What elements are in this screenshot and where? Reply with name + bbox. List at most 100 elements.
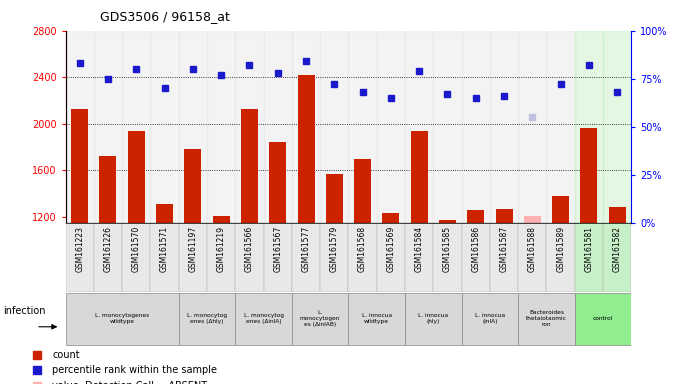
Bar <box>405 223 433 292</box>
Text: L. monocytog
enes (ΔinlA): L. monocytog enes (ΔinlA) <box>244 313 284 324</box>
Bar <box>156 204 173 223</box>
Bar <box>462 31 490 223</box>
Bar <box>213 216 230 223</box>
Bar <box>94 31 122 223</box>
Bar <box>66 223 94 292</box>
Text: L. monocytog
enes (Δhly): L. monocytog enes (Δhly) <box>187 313 227 324</box>
Bar <box>179 293 235 344</box>
Text: GSM161571: GSM161571 <box>160 226 169 272</box>
Bar <box>207 223 235 292</box>
Bar <box>348 293 405 344</box>
Bar <box>411 131 428 223</box>
Text: GSM161568: GSM161568 <box>358 226 367 272</box>
Text: GSM161582: GSM161582 <box>613 226 622 272</box>
Bar <box>122 31 150 223</box>
Text: control: control <box>593 316 613 321</box>
Text: GSM161566: GSM161566 <box>245 226 254 272</box>
Bar <box>575 223 603 292</box>
Text: GSM161579: GSM161579 <box>330 226 339 272</box>
Bar <box>462 293 518 344</box>
Bar <box>292 223 320 292</box>
Bar <box>580 129 598 223</box>
Text: L. monocytogenes
wildtype: L. monocytogenes wildtype <box>95 313 149 324</box>
Bar <box>518 293 575 344</box>
Text: GSM161589: GSM161589 <box>556 226 565 272</box>
Bar <box>433 31 462 223</box>
Text: Bacteroides
thetaiotaomic
ron: Bacteroides thetaiotaomic ron <box>526 310 567 327</box>
Bar <box>320 31 348 223</box>
Bar <box>184 149 201 223</box>
Text: GSM161588: GSM161588 <box>528 226 537 272</box>
Text: GSM161219: GSM161219 <box>217 226 226 272</box>
Bar <box>377 223 405 292</box>
Text: GSM161584: GSM161584 <box>415 226 424 272</box>
Text: GSM161577: GSM161577 <box>302 226 310 272</box>
Bar <box>467 210 484 223</box>
Bar <box>546 223 575 292</box>
Bar <box>546 31 575 223</box>
Bar <box>382 213 400 223</box>
Text: L.
monocytogen
es (ΔinlAB): L. monocytogen es (ΔinlAB) <box>300 310 340 327</box>
Bar <box>241 109 258 223</box>
Text: percentile rank within the sample: percentile rank within the sample <box>52 365 217 375</box>
Bar <box>609 207 626 223</box>
Text: GSM161581: GSM161581 <box>584 226 593 272</box>
Text: GSM161586: GSM161586 <box>471 226 480 272</box>
Bar <box>207 31 235 223</box>
Bar <box>518 31 546 223</box>
Bar <box>128 131 145 223</box>
Text: L. innocua
(inlA): L. innocua (inlA) <box>475 313 505 324</box>
Bar <box>348 223 377 292</box>
Text: GSM161226: GSM161226 <box>104 226 112 272</box>
Bar <box>405 31 433 223</box>
Text: GDS3506 / 96158_at: GDS3506 / 96158_at <box>100 10 230 23</box>
Bar <box>462 223 490 292</box>
Text: GSM161569: GSM161569 <box>386 226 395 272</box>
Text: value, Detection Call = ABSENT: value, Detection Call = ABSENT <box>52 381 208 384</box>
Bar <box>603 223 631 292</box>
Bar <box>603 31 631 223</box>
Bar <box>235 293 292 344</box>
Bar <box>439 220 456 223</box>
Bar <box>66 31 94 223</box>
Bar <box>575 31 603 223</box>
Bar <box>150 223 179 292</box>
Bar <box>66 293 179 344</box>
Bar <box>524 216 541 223</box>
Bar <box>292 293 348 344</box>
Bar <box>269 142 286 223</box>
Bar <box>518 223 546 292</box>
Bar <box>292 31 320 223</box>
Bar <box>122 223 150 292</box>
Text: L. innocua
wildtype: L. innocua wildtype <box>362 313 392 324</box>
Bar <box>575 293 631 344</box>
Bar <box>235 31 264 223</box>
Text: GSM161587: GSM161587 <box>500 226 509 272</box>
Bar <box>320 223 348 292</box>
Text: GSM161585: GSM161585 <box>443 226 452 272</box>
Text: L. innocua
(hly): L. innocua (hly) <box>418 313 448 324</box>
Bar <box>326 174 343 223</box>
Bar <box>235 223 264 292</box>
Text: GSM161223: GSM161223 <box>75 226 84 272</box>
Bar <box>495 209 513 223</box>
Bar <box>297 75 315 223</box>
Text: infection: infection <box>3 306 46 316</box>
Text: GSM161567: GSM161567 <box>273 226 282 272</box>
Text: GSM161570: GSM161570 <box>132 226 141 272</box>
Text: count: count <box>52 350 80 360</box>
Bar <box>552 196 569 223</box>
Bar <box>264 31 292 223</box>
Text: GSM161197: GSM161197 <box>188 226 197 272</box>
Bar <box>490 223 518 292</box>
Bar <box>71 109 88 223</box>
Bar <box>264 223 292 292</box>
Bar <box>348 31 377 223</box>
Bar <box>354 159 371 223</box>
Bar <box>405 293 462 344</box>
Bar <box>94 223 122 292</box>
Bar <box>377 31 405 223</box>
Bar <box>433 223 462 292</box>
Bar <box>179 31 207 223</box>
Bar <box>150 31 179 223</box>
